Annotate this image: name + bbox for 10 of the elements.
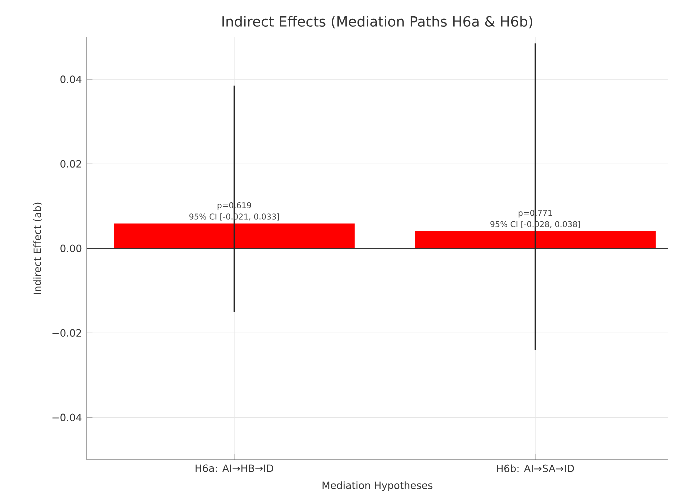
- y-tick-label: 0.02: [60, 160, 82, 168]
- y-tick-label: 0.04: [60, 76, 82, 84]
- chart-title: Indirect Effects (Mediation Paths H6a & H6b): [222, 16, 533, 29]
- x-tick-label: H6a: AI→HB→ID: [196, 464, 274, 472]
- x-tick-label: H6b: AI→SA→ID: [497, 464, 574, 472]
- y-tick-label: −0.02: [52, 329, 82, 337]
- y-tick-label: −0.04: [52, 414, 82, 422]
- y-tick-label: 0.00: [60, 244, 82, 252]
- x-axis-title: Mediation Hypotheses: [322, 482, 433, 492]
- y-axis-title: Indirect Effect (ab): [34, 202, 42, 294]
